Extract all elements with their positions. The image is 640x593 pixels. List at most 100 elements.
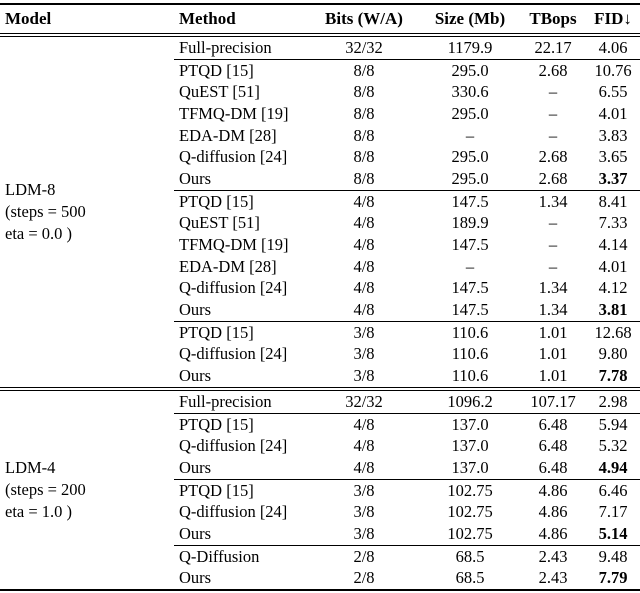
method-cell: EDA-DM [28]	[179, 125, 277, 145]
header-row: Model Method Bits (W/A) Size (Mb) TBops …	[0, 4, 640, 35]
method-cell: Q-Diffusion	[174, 544, 308, 568]
fid-cell: 7.33	[598, 213, 628, 233]
model-label-line: eta = 1.0 )	[5, 502, 73, 522]
size-cell: 110.6	[451, 366, 489, 386]
tbops-cell: 22.17	[534, 37, 572, 57]
fid-cell: 4.06	[598, 37, 628, 57]
method-cell: Ours	[179, 366, 212, 386]
fid-cell: 6.46	[586, 478, 640, 502]
bits-cell: 2/8	[308, 544, 420, 568]
table-row: PTQD [15] 8/8 295.0 2.68 10.76	[0, 58, 640, 82]
tbops-cell: 6.48	[538, 457, 568, 477]
bits-cell: 3/8	[308, 320, 420, 344]
table-row: Q-diffusion [24] 4/8 137.0 6.48 5.32	[0, 435, 640, 457]
method-cell: PTQD [15]	[174, 320, 308, 344]
method-cell: PTQD [15]	[174, 478, 308, 502]
model-cell: LDM-4 (steps = 200 eta = 1.0 )	[0, 386, 174, 591]
model-label-line: LDM-8	[5, 180, 56, 199]
bits-cell: 8/8	[308, 58, 420, 82]
size-cell: 1179.9	[447, 37, 493, 57]
tbops-cell: 2.68	[538, 147, 568, 167]
model-label-line: (steps = 500	[5, 202, 86, 221]
tbops-cell: –	[548, 213, 558, 233]
table-row: Q-diffusion [24] 3/8 102.75 4.86 7.17	[0, 501, 640, 523]
size-cell: 147.5	[451, 235, 489, 255]
table-row: Q-diffusion [24] 4/8 147.5 1.34 4.12	[0, 278, 640, 300]
bits-cell: 4/8	[353, 213, 375, 233]
method-cell: Q-diffusion [24]	[179, 147, 288, 167]
bits-cell: 4/8	[353, 457, 375, 477]
table-row: LDM-8 (steps = 500 eta = 0.0 ) Full-precisi…	[0, 35, 640, 243]
model-label-line: eta = 0.0 )	[5, 224, 73, 243]
method-cell: QuEST [51]	[179, 82, 260, 102]
method-cell: PTQD [15]	[174, 412, 308, 436]
bits-cell: 4/8	[353, 436, 375, 456]
bits-cell: 3/8	[353, 502, 375, 522]
fid-cell: 4.94	[598, 457, 628, 477]
tbops-cell: 2.43	[538, 568, 568, 588]
tbops-cell: 1.01	[520, 320, 586, 344]
method-cell: EDA-DM [28]	[179, 256, 277, 276]
bits-cell: 2/8	[353, 568, 375, 588]
bits-cell: 8/8	[353, 125, 375, 145]
fid-cell: 4.01	[598, 256, 628, 276]
table-row: PTQD [15] 4/8 147.5 1.34 8.41	[0, 189, 640, 213]
tbops-cell: 107.17	[520, 386, 586, 414]
table-row: Ours 4/8 147.5 1.34 3.81	[0, 299, 640, 321]
fid-cell: 4.12	[598, 278, 628, 298]
size-cell: 68.5	[420, 544, 520, 568]
method-cell: PTQD [15]	[174, 189, 308, 213]
size-cell: 1096.2	[420, 386, 520, 414]
tbops-cell: 1.01	[538, 344, 568, 364]
tbops-cell: 1.34	[538, 300, 568, 320]
bits-cell: 8/8	[353, 168, 375, 188]
fid-cell: 7.79	[598, 568, 628, 588]
method-cell: Q-diffusion [24]	[179, 278, 288, 298]
fid-cell: 10.76	[586, 58, 640, 82]
size-cell: 137.0	[451, 457, 489, 477]
bits-cell: 4/8	[353, 300, 375, 320]
table-row: LDM-4 (steps = 200 eta = 1.0 ) Full-precisi…	[0, 386, 640, 591]
column-header-method: Method	[179, 9, 236, 28]
size-cell: 330.6	[451, 82, 489, 102]
fid-cell: 5.94	[586, 412, 640, 436]
tbops-cell: 6.48	[520, 412, 586, 436]
method-cell: Ours	[179, 168, 212, 188]
fid-cell: 2.98	[586, 386, 640, 414]
table-row: PTQD [15] 3/8 102.75 4.86 6.46	[0, 478, 640, 502]
fid-cell: 5.32	[598, 436, 628, 456]
model-label-line: LDM-4	[5, 458, 56, 478]
fid-cell: 3.65	[598, 147, 628, 167]
tbops-cell: –	[548, 103, 558, 123]
method-cell: Full-precision	[179, 37, 272, 57]
table-row: PTQD [15] 4/8 137.0 6.48 5.94	[0, 412, 640, 436]
bits-cell: 3/8	[353, 344, 375, 364]
fid-cell: 12.68	[586, 320, 640, 344]
fid-cell: 9.80	[598, 344, 628, 364]
fid-cell: 4.14	[598, 235, 628, 255]
table-body: LDM-8 (steps = 500 eta = 0.0 ) Full-precisi…	[0, 35, 640, 591]
method-cell: Full-precision	[174, 386, 308, 414]
size-cell: 102.75	[447, 523, 493, 543]
fid-cell: 9.48	[586, 544, 640, 568]
tbops-cell: 4.86	[538, 523, 568, 543]
size-cell: 68.5	[455, 568, 485, 588]
size-cell: 295.0	[420, 58, 520, 82]
method-cell: Q-diffusion [24]	[179, 502, 288, 522]
size-cell: 295.0	[451, 103, 489, 123]
size-cell: –	[465, 256, 475, 276]
fid-cell: 3.83	[598, 125, 628, 145]
method-cell: PTQD [15]	[174, 58, 308, 82]
column-header-bits: Bits (W/A)	[325, 9, 403, 28]
table-row: Q-diffusion [24] 3/8 110.6 1.01 9.80	[0, 344, 640, 366]
tbops-cell: –	[548, 125, 558, 145]
size-cell: 110.6	[451, 344, 489, 364]
column-header-size: Size (Mb)	[434, 9, 506, 28]
method-cell: Ours	[179, 300, 212, 320]
tbops-cell: –	[548, 256, 558, 276]
size-cell: 102.75	[447, 502, 493, 522]
results-table: Model Method Bits (W/A) Size (Mb) TBops …	[0, 3, 640, 592]
method-cell: Q-diffusion [24]	[179, 436, 288, 456]
bits-cell: 8/8	[353, 82, 375, 102]
tbops-cell: 1.34	[538, 278, 568, 298]
